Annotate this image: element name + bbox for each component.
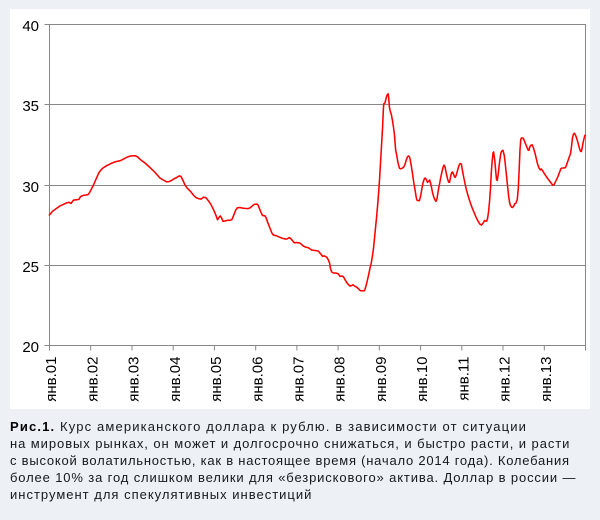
svg-text:янв.08: янв.08 <box>332 357 349 402</box>
svg-text:янв.13: янв.13 <box>538 357 555 402</box>
svg-text:25: 25 <box>22 259 39 276</box>
svg-text:янв.03: янв.03 <box>126 357 143 402</box>
svg-text:янв.06: янв.06 <box>249 357 266 402</box>
svg-text:20: 20 <box>22 339 39 356</box>
svg-text:янв.05: янв.05 <box>208 357 225 402</box>
svg-text:янв.09: янв.09 <box>373 357 390 402</box>
svg-text:30: 30 <box>22 179 39 196</box>
svg-text:янв.10: янв.10 <box>414 357 431 402</box>
svg-text:янв.01: янв.01 <box>43 357 60 402</box>
svg-text:янв.04: янв.04 <box>167 357 184 402</box>
svg-text:янв.11: янв.11 <box>455 357 472 401</box>
svg-text:янв.07: янв.07 <box>291 357 308 402</box>
svg-text:40: 40 <box>22 18 39 35</box>
svg-text:янв.02: янв.02 <box>84 357 101 402</box>
svg-text:янв.12: янв.12 <box>497 357 514 402</box>
svg-text:35: 35 <box>22 98 39 115</box>
